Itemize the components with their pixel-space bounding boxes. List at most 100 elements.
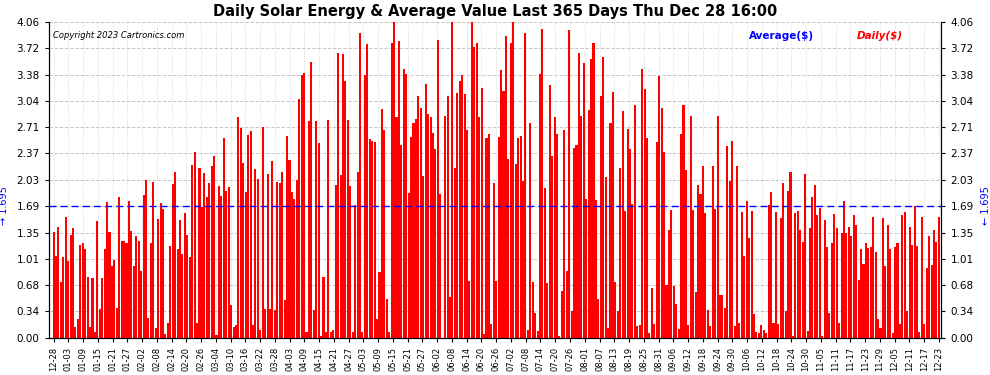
Bar [629, 150, 631, 338]
Bar [789, 171, 792, 338]
Bar [249, 131, 251, 338]
Bar [892, 333, 894, 338]
Bar [542, 29, 544, 338]
Bar [610, 123, 612, 338]
Bar [136, 236, 138, 338]
Bar [712, 166, 714, 338]
Bar [458, 81, 460, 338]
Bar [415, 119, 417, 338]
Bar [602, 57, 604, 338]
Bar [248, 135, 249, 338]
Bar [225, 190, 228, 338]
Bar [473, 47, 475, 338]
Bar [729, 181, 731, 338]
Bar [435, 149, 437, 338]
Bar [99, 309, 101, 338]
Bar [534, 313, 537, 338]
Bar [561, 291, 563, 338]
Bar [189, 257, 191, 338]
Bar [916, 246, 918, 338]
Bar [804, 174, 806, 338]
Bar [770, 192, 772, 338]
Bar [243, 163, 245, 338]
Bar [323, 277, 325, 338]
Bar [213, 156, 215, 338]
Bar [580, 116, 582, 338]
Bar [291, 192, 293, 338]
Bar [687, 325, 689, 338]
Bar [839, 323, 841, 338]
Bar [154, 328, 156, 338]
Bar [395, 117, 398, 338]
Bar [495, 281, 497, 338]
Bar [646, 138, 648, 338]
Title: Daily Solar Energy & Average Value Last 365 Days Thu Dec 28 16:00: Daily Solar Energy & Average Value Last … [213, 4, 777, 19]
Bar [171, 184, 174, 338]
Bar [59, 282, 62, 338]
Bar [133, 266, 135, 338]
Bar [530, 123, 532, 338]
Bar [590, 59, 592, 338]
Bar [660, 108, 662, 338]
Bar [799, 230, 801, 338]
Bar [680, 134, 682, 338]
Bar [206, 197, 208, 338]
Bar [298, 99, 300, 338]
Bar [919, 332, 921, 338]
Bar [824, 220, 826, 338]
Bar [906, 311, 908, 338]
Bar [515, 164, 517, 338]
Bar [653, 324, 655, 338]
Bar [64, 217, 66, 338]
Bar [400, 145, 402, 338]
Bar [354, 205, 356, 338]
Bar [422, 177, 425, 338]
Bar [313, 310, 315, 338]
Bar [527, 330, 529, 338]
Bar [924, 324, 926, 338]
Bar [697, 185, 699, 338]
Bar [306, 332, 308, 338]
Bar [765, 333, 767, 338]
Bar [655, 142, 657, 338]
Bar [812, 197, 814, 338]
Bar [252, 325, 254, 338]
Bar [104, 249, 106, 338]
Bar [194, 152, 196, 338]
Bar [819, 208, 821, 338]
Bar [595, 200, 597, 338]
Bar [453, 168, 456, 338]
Bar [96, 221, 98, 338]
Bar [221, 196, 223, 338]
Bar [537, 331, 539, 338]
Bar [72, 228, 74, 338]
Bar [787, 191, 789, 338]
Bar [673, 285, 675, 338]
Bar [201, 207, 203, 338]
Bar [271, 161, 273, 338]
Bar [286, 136, 288, 338]
Bar [269, 309, 271, 338]
Bar [480, 88, 483, 338]
Bar [772, 323, 774, 338]
Bar [665, 285, 667, 338]
Bar [573, 148, 575, 338]
Bar [476, 43, 478, 338]
Bar [179, 220, 181, 338]
Bar [670, 210, 672, 338]
Bar [449, 297, 451, 338]
Bar [690, 116, 692, 338]
Bar [719, 295, 721, 338]
Bar [887, 225, 889, 338]
Bar [551, 156, 553, 338]
Bar [82, 243, 84, 338]
Bar [901, 215, 904, 338]
Bar [926, 268, 928, 338]
Bar [86, 278, 89, 338]
Bar [760, 325, 762, 338]
Bar [109, 232, 111, 338]
Bar [293, 199, 295, 338]
Bar [510, 42, 512, 338]
Bar [52, 232, 54, 338]
Bar [909, 227, 911, 338]
